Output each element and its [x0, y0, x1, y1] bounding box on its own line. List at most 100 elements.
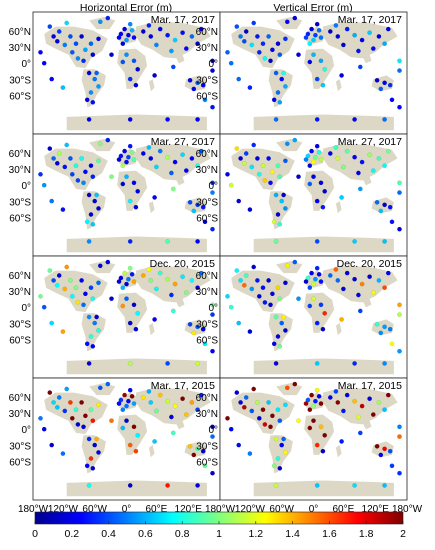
map-panel: Mar. 17, 2017	[219, 11, 408, 135]
site-marker	[335, 34, 341, 39]
latitude-tick-label: 60°N	[196, 27, 218, 38]
site-marker	[314, 442, 320, 448]
site-marker	[307, 163, 313, 169]
landmass	[117, 48, 148, 89]
site-marker	[96, 328, 101, 333]
site-marker	[116, 157, 122, 162]
site-marker	[129, 149, 135, 155]
site-marker	[327, 395, 333, 400]
latitude-tick-label: 60°S	[196, 457, 218, 468]
site-marker	[370, 168, 376, 173]
site-marker	[127, 265, 133, 271]
site-marker	[385, 270, 391, 276]
site-marker	[170, 308, 176, 314]
site-marker	[277, 221, 283, 227]
site-marker	[120, 425, 126, 431]
site-marker	[210, 180, 215, 186]
site-marker	[122, 26, 127, 32]
site-marker	[172, 159, 178, 165]
site-marker	[88, 163, 94, 169]
landmass	[231, 148, 295, 191]
site-marker	[96, 280, 101, 286]
landmass	[175, 176, 185, 186]
site-marker	[60, 451, 66, 456]
site-marker	[69, 171, 75, 177]
site-marker	[116, 401, 122, 406]
site-marker	[120, 181, 126, 187]
map-panel: Mar. 27, 2017	[32, 133, 221, 257]
site-marker	[273, 314, 279, 320]
site-marker	[127, 483, 133, 488]
site-marker	[284, 141, 290, 147]
site-marker	[397, 348, 402, 354]
site-marker	[146, 267, 152, 272]
landmass	[44, 26, 108, 69]
site-marker	[96, 36, 101, 42]
site-marker	[172, 403, 178, 409]
landmass	[304, 48, 335, 89]
site-marker	[38, 293, 43, 299]
site-marker	[382, 239, 387, 244]
landmass	[117, 170, 148, 211]
landmass	[117, 414, 148, 455]
site-marker	[303, 401, 309, 406]
site-marker	[322, 66, 328, 72]
site-marker	[146, 145, 152, 150]
site-marker	[157, 148, 163, 154]
site-marker	[314, 265, 320, 271]
site-marker	[172, 37, 178, 43]
site-marker	[187, 199, 193, 205]
site-marker	[47, 390, 53, 395]
site-marker	[195, 163, 200, 169]
site-marker	[56, 273, 62, 278]
site-marker	[118, 153, 124, 159]
site-marker	[389, 341, 395, 347]
site-marker	[69, 415, 75, 421]
site-marker	[140, 29, 146, 34]
site-marker	[51, 400, 56, 405]
longitude-tick-label: 60°E	[333, 504, 355, 515]
landmass	[44, 148, 108, 191]
site-marker	[165, 239, 170, 244]
site-marker	[307, 407, 313, 413]
latitude-tick-label: 60°S	[9, 91, 31, 102]
site-marker	[73, 285, 79, 291]
site-marker	[62, 42, 68, 48]
site-marker	[271, 97, 277, 103]
latitude-tick-label: 30°S	[196, 197, 218, 208]
site-marker	[277, 99, 283, 105]
site-marker	[311, 159, 316, 165]
site-marker	[359, 37, 365, 43]
landmass	[66, 114, 207, 131]
site-marker	[75, 178, 81, 183]
site-marker	[251, 142, 257, 148]
site-marker	[131, 180, 137, 186]
site-marker	[47, 146, 53, 151]
site-marker	[296, 296, 301, 302]
site-marker	[277, 296, 283, 302]
site-marker	[318, 58, 324, 64]
site-marker	[255, 400, 260, 405]
site-marker	[38, 415, 43, 421]
site-marker	[131, 35, 137, 40]
site-marker	[283, 206, 288, 211]
longitude-tick-label: 0°	[122, 504, 132, 515]
site-marker	[273, 117, 279, 122]
longitude-labels: 180°W 120°W 60°W 0° 60°E 120°E 180°W 120°W 60°W 0…	[18, 504, 423, 515]
site-marker	[397, 104, 402, 110]
site-marker	[97, 263, 103, 269]
site-marker	[382, 41, 387, 47]
site-marker	[352, 154, 357, 160]
site-marker	[262, 300, 268, 305]
site-marker	[148, 278, 154, 283]
panel-date: Mar. 17, 2015	[338, 380, 402, 392]
map-panel: Dec. 20, 2015	[32, 255, 221, 379]
site-marker	[313, 398, 318, 404]
site-marker	[148, 400, 154, 405]
site-marker	[79, 34, 84, 39]
site-marker	[81, 302, 86, 308]
site-marker	[81, 424, 86, 430]
site-marker	[238, 156, 243, 161]
site-marker	[327, 29, 333, 34]
site-marker	[268, 58, 273, 64]
